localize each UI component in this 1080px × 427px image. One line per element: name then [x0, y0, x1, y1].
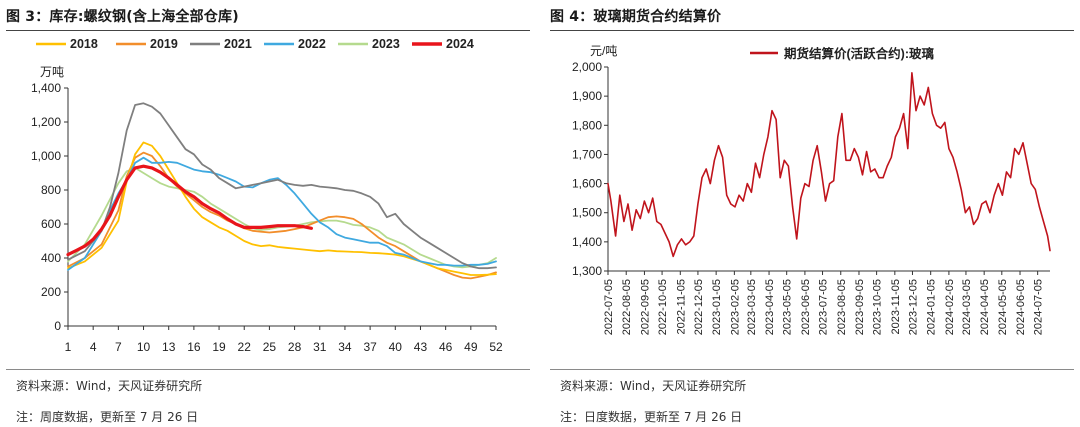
legend-label-2021: 2021 — [224, 37, 252, 51]
y-tick-label: 1,400 — [572, 235, 602, 249]
x-tick-label: 2023-02-05 — [729, 279, 741, 335]
y-tick-label: 1,800 — [572, 118, 602, 132]
y-axis-unit-label: 元/吨 — [590, 44, 617, 58]
series-line-2021 — [67, 102, 497, 270]
figure-3-title: 图 3：库存:螺纹钢(含上海全部仓库) — [6, 9, 239, 25]
y-tick-label: 1,200 — [31, 115, 61, 129]
x-tick-label: 7 — [115, 340, 122, 354]
x-tick-label: 22 — [238, 340, 252, 354]
x-tick-label: 2024-05-05 — [997, 279, 1009, 335]
x-tick-label: 2024-06-05 — [1015, 279, 1027, 335]
x-tick-label: 37 — [363, 340, 377, 354]
series-line-2023 — [67, 167, 497, 269]
y-tick-label: 1,000 — [31, 149, 61, 163]
figure-4-source: 资料来源：Wind，天风证券研究所 — [560, 379, 747, 393]
x-tick-label: 1 — [65, 340, 72, 354]
x-tick-label: 16 — [187, 340, 201, 354]
legend-label-2022: 2022 — [298, 37, 326, 51]
x-tick-label: 25 — [263, 340, 277, 354]
x-tick-label: 10 — [137, 340, 151, 354]
x-tick-label: 46 — [439, 340, 453, 354]
y-tick-label: 1,600 — [572, 177, 602, 191]
x-tick-label: 31 — [313, 340, 327, 354]
series-line-2022 — [67, 156, 497, 271]
x-tick-label: 40 — [389, 340, 403, 354]
y-tick-label: 800 — [41, 183, 61, 197]
figure-4-title: 图 4：玻璃期货合约结算价 — [550, 9, 722, 25]
y-tick-label: 1,300 — [572, 264, 602, 278]
x-tick-label: 28 — [288, 340, 302, 354]
x-tick-label: 2023-12-05 — [907, 279, 919, 335]
rebar-inventory-chart: 0 200 400 600 800 1,000 1,200 1,400 1 4 7 10 13 16 19 2… — [31, 37, 503, 354]
figure-3-source: 资料来源：Wind，天风证券研究所 — [16, 379, 203, 393]
figure-4-note: 注：日度数据，更新至 7 月 26 日 — [560, 410, 743, 424]
series-line-2018 — [67, 141, 497, 276]
glass-futures-chart: 1,300 1,400 1,500 1,600 1,700 1,800 1,900 2,000… — [572, 44, 1051, 335]
x-tick-label: 52 — [489, 340, 503, 354]
x-tick-label: 2023-06-05 — [800, 279, 812, 335]
y-tick-label: 1,400 — [31, 81, 61, 95]
x-tick-label: 2022-12-05 — [693, 279, 705, 335]
x-tick-label: 2022-09-05 — [639, 279, 651, 335]
x-tick-label: 2023-07-05 — [818, 279, 830, 335]
x-tick-label: 13 — [162, 340, 176, 354]
x-tick-label: 2023-08-05 — [836, 279, 848, 335]
y-tick-label: 400 — [41, 251, 61, 265]
x-tick-label: 49 — [464, 340, 478, 354]
figure-4-bottom-rule — [550, 369, 1074, 370]
y-tick-label: 1,900 — [572, 89, 602, 103]
legend-label-2023: 2023 — [372, 37, 400, 51]
x-tick-label: 2024-01-05 — [926, 279, 938, 335]
x-tick-label: 2023-04-05 — [764, 279, 776, 335]
x-tick-label: 4 — [90, 340, 97, 354]
x-tick-label: 2022-11-05 — [675, 279, 687, 334]
x-tick-label: 34 — [338, 340, 352, 354]
x-tick-label: 43 — [414, 340, 428, 354]
x-tick-label: 2023-10-05 — [872, 279, 884, 335]
figure-3-note: 注：周度数据，更新至 7 月 26 日 — [16, 410, 199, 424]
figure-4-panel: 图 4：玻璃期货合约结算价 1,300 1,400 1,500 1,600 1,700 1… — [544, 0, 1080, 427]
series-line-glass-settlement-price — [607, 72, 1051, 258]
figure-3-top-rule — [6, 30, 530, 31]
series-line-2024 — [66, 164, 313, 257]
x-tick-label: 2024-04-05 — [979, 279, 991, 335]
y-tick-label: 1,700 — [572, 147, 602, 161]
x-tick-label: 2023-01-05 — [711, 279, 723, 335]
figure-4-top-rule — [550, 30, 1074, 31]
y-tick-label: 0 — [54, 319, 61, 333]
figure-3-panel: 图 3：库存:螺纹钢(含上海全部仓库) 0 200 400 600 800 1,000 1,… — [0, 0, 536, 427]
x-tick-label: 2023-11-05 — [890, 279, 902, 334]
y-tick-label: 2,000 — [572, 60, 602, 74]
x-tick-label: 2022-07-05 — [603, 279, 615, 335]
x-tick-label: 2022-08-05 — [621, 279, 633, 335]
legend-label-2018: 2018 — [70, 37, 98, 51]
y-axis-unit-label: 万吨 — [40, 65, 64, 79]
x-tick-label: 2023-03-05 — [746, 279, 758, 335]
legend-label-2024: 2024 — [446, 37, 474, 51]
x-tick-label: 2023-09-05 — [854, 279, 866, 335]
figure-3-bottom-rule — [6, 369, 530, 370]
x-tick-label: 2023-05-05 — [782, 279, 794, 335]
x-tick-label: 2024-02-05 — [944, 279, 956, 335]
x-tick-label: 2024-07-05 — [1033, 279, 1045, 335]
legend-label-glass: 期货结算价(活跃合约):玻璃 — [784, 46, 934, 61]
y-tick-label: 1,500 — [572, 206, 602, 220]
y-tick-label: 200 — [41, 285, 61, 299]
x-tick-label: 2022-10-05 — [657, 279, 669, 335]
x-tick-label: 19 — [212, 340, 226, 354]
x-tick-label: 2024-03-05 — [961, 279, 973, 335]
legend-label-2019: 2019 — [150, 37, 178, 51]
y-tick-label: 600 — [41, 217, 61, 231]
